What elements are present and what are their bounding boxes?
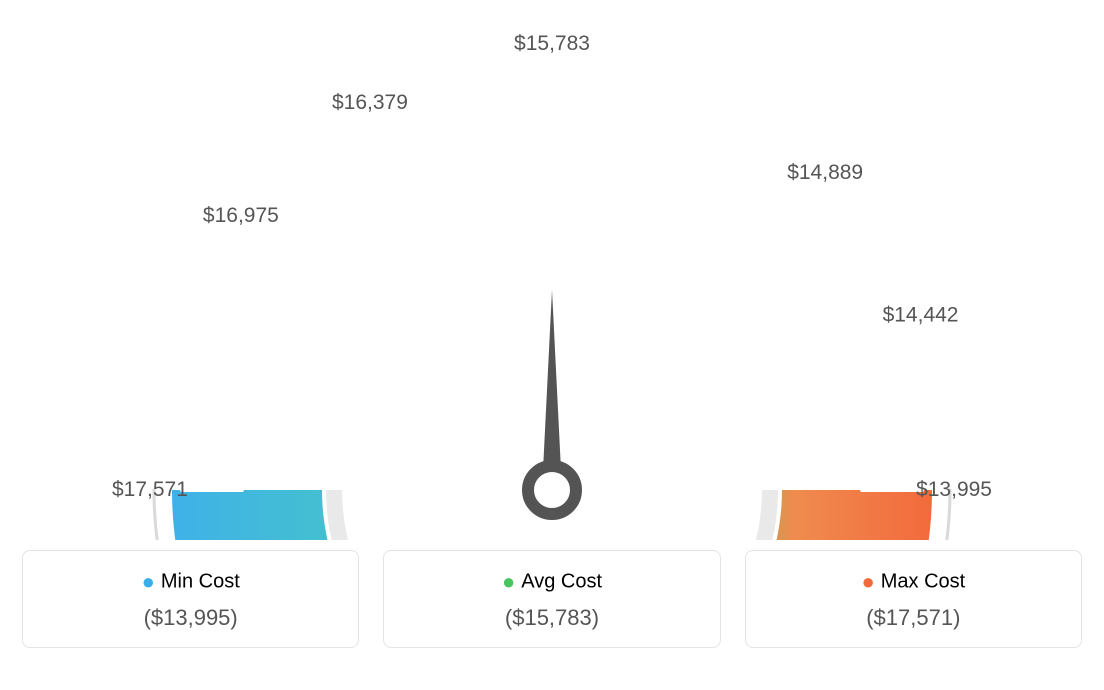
legend-title-avg: ● Avg Cost: [394, 569, 709, 595]
legend-row: ●Min Cost ($13,995) ●Avg Cost ($15,783) …: [22, 550, 1082, 648]
legend-value-min: ($13,995): [33, 605, 348, 631]
gauge-tick-label: $17,571: [112, 478, 188, 501]
gauge-tick-label: $14,442: [883, 304, 959, 327]
gauge-tick-label: $16,975: [203, 204, 279, 227]
legend-title-min: ● Min Cost: [33, 569, 348, 595]
legend-label: Avg Cost: [521, 570, 602, 592]
dot-icon: ●: [142, 569, 155, 594]
legend-label: Min Cost: [161, 570, 240, 592]
legend-card-max: ● Max Cost ($17,571): [745, 550, 1082, 648]
gauge-tick-label: $13,995: [916, 478, 992, 501]
legend-card-min: ● Min Cost ($13,995): [22, 550, 359, 648]
legend-title-max: ● Max Cost: [756, 569, 1071, 595]
dot-icon: ●: [861, 569, 874, 594]
legend-card-avg: ● Avg Cost ($15,783): [383, 550, 720, 648]
dot-icon: ●: [502, 569, 515, 594]
legend-value-avg: ($15,783): [394, 605, 709, 631]
gauge-chart: $13,995 $14,442 $14,889 $15,783 $16,379 $16,9…: [22, 20, 1082, 540]
legend-label: Max Cost: [881, 570, 965, 592]
gauge-tick-label: $16,379: [332, 91, 408, 114]
gauge-tick-label: $14,889: [787, 161, 863, 184]
legend-value-max: ($17,571): [756, 605, 1071, 631]
gauge-tick-label: $15,783: [514, 32, 590, 55]
gauge-svg: $13,995 $14,442 $14,889 $15,783 $16,379 $16,9…: [22, 20, 1082, 540]
